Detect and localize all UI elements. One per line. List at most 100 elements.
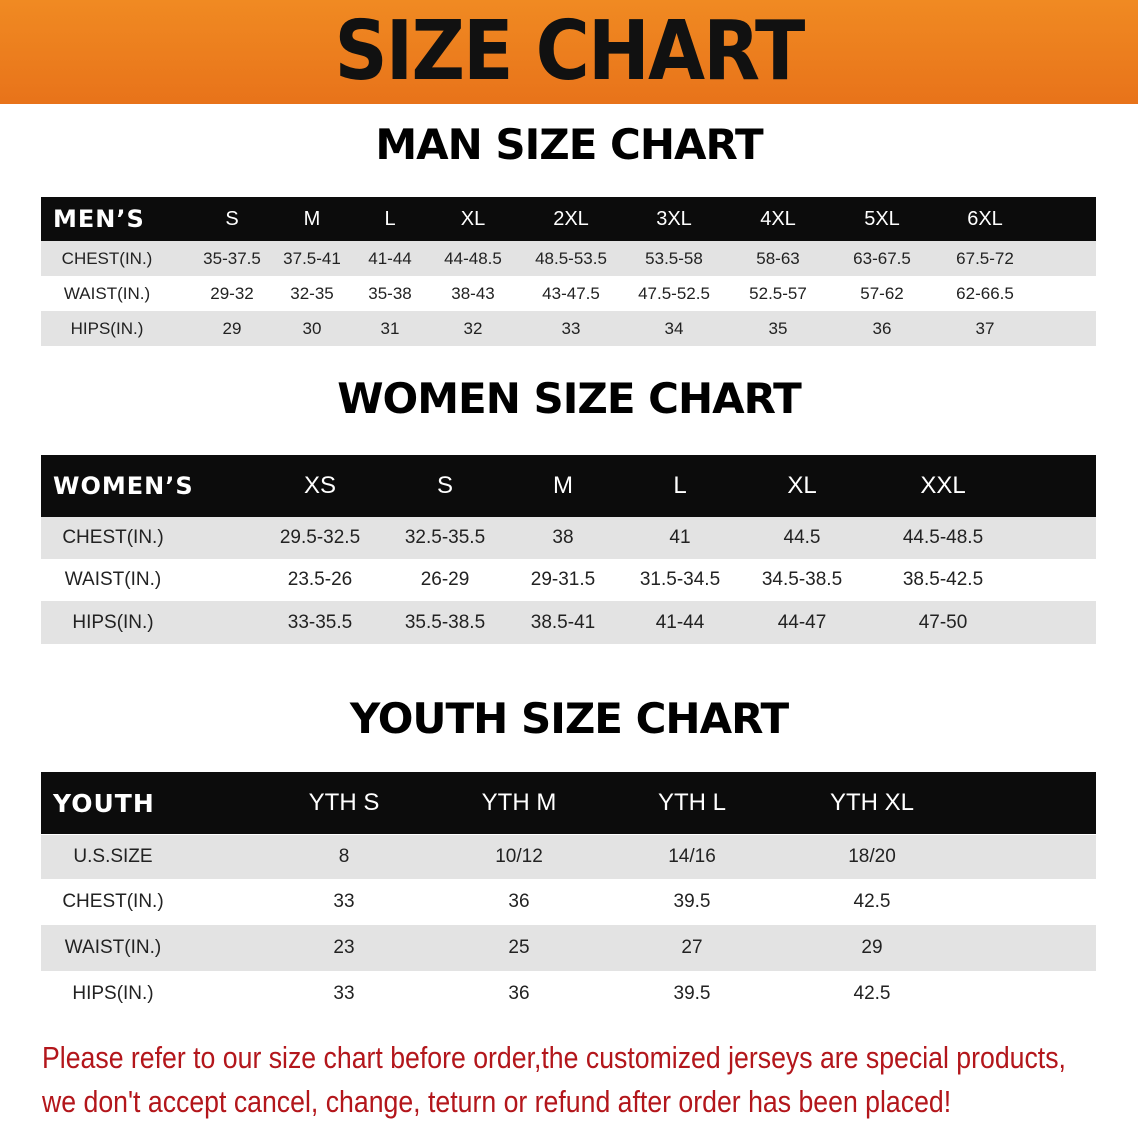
table-cell: 53.5-58 xyxy=(645,248,703,268)
table-row: WAIST(IN.) 29-32 32-35 35-38 38-43 43-47.5 47.… xyxy=(41,276,1096,311)
table-row: HIPS(IN.) 33 36 39.5 42.5 xyxy=(41,971,1096,1016)
table-cell: 67.5-72 xyxy=(956,248,1014,268)
table-cell: 37.5-41 xyxy=(283,248,341,268)
table-cell: 33-35.5 xyxy=(287,611,353,633)
row-label: HIPS(IN.) xyxy=(72,982,154,1004)
table-cell: 44.5 xyxy=(783,527,821,548)
men-title: MAN SIZE CHART xyxy=(375,120,763,169)
table-header-row: MEN’S S M L XL 2XL 3XL 4XL 5XL 6XL xyxy=(41,197,1096,241)
table-cell: 10/12 xyxy=(495,846,543,867)
table-cell: 32.5-35.5 xyxy=(404,527,486,548)
order-note-line-2: we don't accept cancel, change, teturn o… xyxy=(42,1084,952,1119)
row-label: WAIST(IN.) xyxy=(64,569,162,590)
table-cell: 38 xyxy=(552,527,574,548)
table-cell: 34.5-38.5 xyxy=(761,569,843,590)
table-cell: 35.5-38.5 xyxy=(404,611,486,633)
size-header: M xyxy=(303,207,321,230)
size-header: XL xyxy=(460,207,486,230)
table-cell: 36 xyxy=(872,318,892,338)
table-cell: 29-31.5 xyxy=(530,569,596,590)
size-header: 4XL xyxy=(760,207,796,230)
table-cell: 36 xyxy=(508,982,530,1004)
table-cell: 44-48.5 xyxy=(444,248,502,268)
table-cell: 23.5-26 xyxy=(287,569,353,590)
youth-title: YOUTH SIZE CHART xyxy=(349,694,789,743)
women-size-table: WOMEN’S XS S M L XL XXL CHEST(IN.) 29.5-32.5 32.5… xyxy=(41,455,1096,644)
table-cell: 26-29 xyxy=(420,569,470,590)
table-corner-label: WOMEN’S xyxy=(53,472,194,500)
table-header-row: WOMEN’S XS S M L XL XXL xyxy=(41,455,1096,517)
table-cell: 32 xyxy=(463,318,483,338)
table-cell: 44-47 xyxy=(777,611,827,633)
table-row: CHEST(IN.) 35-37.5 37.5-41 41-44 44-48.5 48.5… xyxy=(41,241,1096,276)
table-cell: 41 xyxy=(669,527,691,548)
row-label: HIPS(IN.) xyxy=(72,611,154,633)
table-cell: 27 xyxy=(681,937,703,958)
table-row: CHEST(IN.) 29.5-32.5 32.5-35.5 38 41 44.5 44.5… xyxy=(41,517,1096,559)
table-cell: 33 xyxy=(333,982,355,1004)
table-cell: 39.5 xyxy=(673,982,711,1004)
table-row: HIPS(IN.) 33-35.5 35.5-38.5 38.5-41 41-44 44-… xyxy=(41,601,1096,644)
table-cell: 31.5-34.5 xyxy=(639,569,721,590)
table-cell: 31 xyxy=(380,318,400,338)
order-note-line-1: Please refer to our size chart before or… xyxy=(42,1040,1066,1075)
table-cell: 14/16 xyxy=(668,846,716,867)
size-header: 6XL xyxy=(967,207,1003,230)
size-header: 3XL xyxy=(656,207,692,230)
table-cell: 57-62 xyxy=(860,283,904,303)
size-header: S xyxy=(225,207,239,230)
row-label: WAIST(IN.) xyxy=(64,937,162,958)
row-label: CHEST(IN.) xyxy=(62,891,164,912)
table-cell: 29.5-32.5 xyxy=(279,527,361,548)
table-cell: 62-66.5 xyxy=(956,283,1014,303)
table-row: WAIST(IN.) 23 25 27 29 xyxy=(41,925,1096,971)
women-title: WOMEN SIZE CHART xyxy=(337,374,802,423)
row-label: CHEST(IN.) xyxy=(62,527,164,548)
row-label: WAIST(IN.) xyxy=(63,283,151,303)
size-header: YTH M xyxy=(481,789,557,816)
size-header: YTH XL xyxy=(829,789,915,816)
table-cell: 35 xyxy=(768,318,788,338)
youth-size-table: YOUTH YTH S YTH M YTH L YTH XL U.S.SIZE 8 10/12… xyxy=(41,772,1096,1016)
table-row: WAIST(IN.) 23.5-26 26-29 29-31.5 31.5-34.5 34… xyxy=(41,559,1096,601)
table-cell: 35-38 xyxy=(368,283,412,303)
size-header: XL xyxy=(787,472,817,499)
table-cell: 63-67.5 xyxy=(853,248,911,268)
row-label: U.S.SIZE xyxy=(73,846,153,867)
table-cell: 37 xyxy=(975,318,995,338)
size-header: YTH S xyxy=(308,789,380,816)
table-cell: 8 xyxy=(338,846,350,867)
table-cell: 25 xyxy=(508,937,530,958)
table-cell: 41-44 xyxy=(368,248,412,268)
table-cell: 43-47.5 xyxy=(542,283,600,303)
table-cell: 18/20 xyxy=(848,846,896,867)
table-cell: 38-43 xyxy=(451,283,495,303)
table-cell: 48.5-53.5 xyxy=(535,248,607,268)
table-cell: 38.5-41 xyxy=(530,611,596,633)
table-cell: 38.5-42.5 xyxy=(902,569,984,590)
men-size-table: MEN’S S M L XL 2XL 3XL 4XL 5XL 6XL CHEST(IN.) 35-37… xyxy=(41,197,1096,346)
table-cell: 32-35 xyxy=(290,283,334,303)
table-cell: 42.5 xyxy=(853,982,891,1004)
size-header: 5XL xyxy=(864,207,900,230)
table-cell: 42.5 xyxy=(853,891,891,912)
table-corner-label: MEN’S xyxy=(53,205,145,233)
table-cell: 41-44 xyxy=(655,611,705,633)
table-cell: 29 xyxy=(222,318,242,338)
table-cell: 30 xyxy=(302,318,322,338)
size-header: 2XL xyxy=(553,207,589,230)
banner-title: SIZE CHART xyxy=(334,4,805,99)
size-header: YTH L xyxy=(657,789,727,816)
table-cell: 47-50 xyxy=(918,611,968,633)
row-label: HIPS(IN.) xyxy=(70,318,144,338)
table-header-row: YOUTH YTH S YTH M YTH L YTH XL xyxy=(41,772,1096,834)
order-note: Please refer to our size chart before or… xyxy=(42,1036,1126,1124)
size-header: XXL xyxy=(920,472,966,499)
table-cell: 29-32 xyxy=(210,283,254,303)
table-cell: 35-37.5 xyxy=(203,248,261,268)
size-header: M xyxy=(553,472,573,499)
table-cell: 44.5-48.5 xyxy=(902,527,984,548)
table-corner-label: YOUTH xyxy=(53,788,155,818)
table-cell: 58-63 xyxy=(756,248,800,268)
size-header: S xyxy=(436,472,454,499)
